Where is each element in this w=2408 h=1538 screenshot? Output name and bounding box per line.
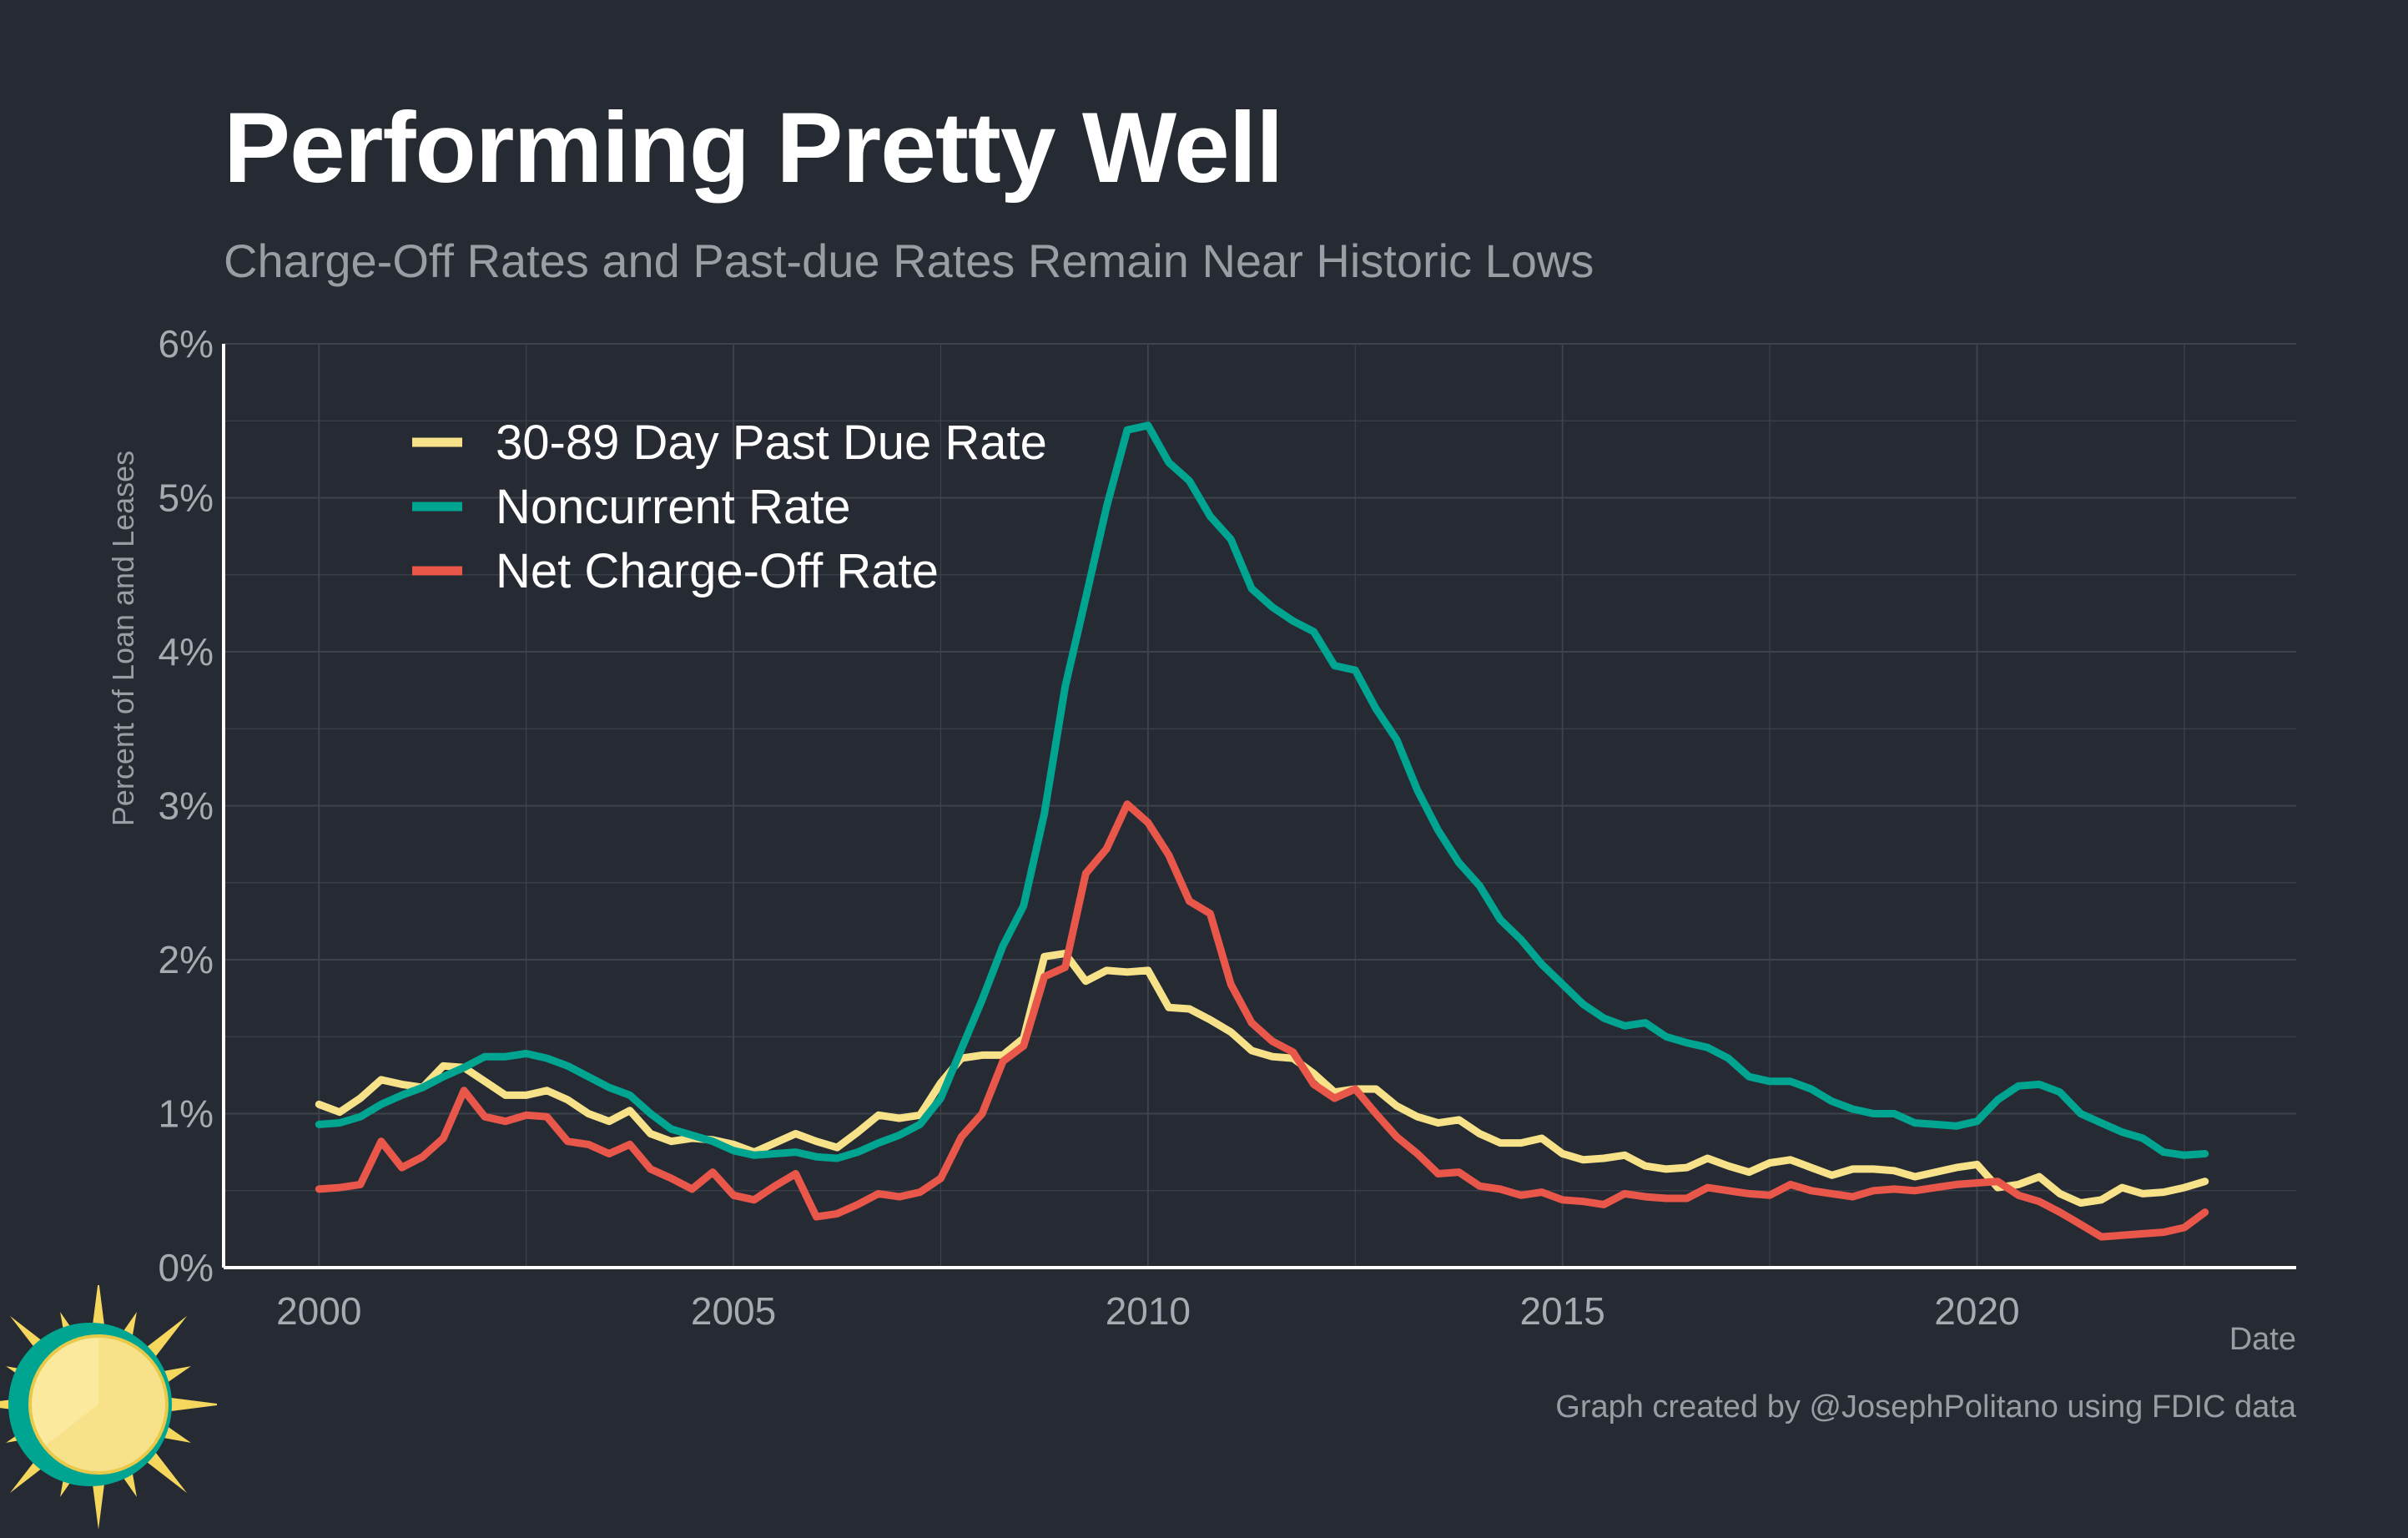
y-tick-label: 0%	[159, 1246, 214, 1289]
y-tick-label: 1%	[159, 1092, 214, 1136]
legend-label: 30-89 Day Past Due Rate	[496, 416, 1047, 470]
y-tick-label: 2%	[159, 938, 214, 981]
sun-logo-icon	[0, 1285, 217, 1530]
grid	[224, 343, 2296, 1268]
series-line-2	[315, 800, 2209, 1241]
axes: 0% 1% 2% 3% 4% 5% 6% 2000 2005 2010 2015 2020	[159, 322, 2296, 1333]
series-line-0	[315, 950, 2209, 1207]
series-lines	[315, 421, 2209, 1241]
source-credit: Graph created by @JosephPolitano using F…	[1555, 1389, 2296, 1425]
chart-subtitle: Charge-Off Rates and Past-due Rates Rema…	[224, 234, 1594, 287]
sun-ray	[163, 1396, 217, 1413]
x-tick-label: 2020	[1934, 1289, 2019, 1333]
legend: 30-89 Day Past Due Rate Noncurrent Rate Ne…	[412, 416, 1047, 598]
legend-label: Noncurrent Rate	[496, 480, 851, 534]
legend-label: Net Charge-Off Rate	[496, 544, 939, 598]
x-tick-label: 2010	[1106, 1289, 1191, 1333]
y-tick-label: 5%	[159, 477, 214, 520]
x-tick-label: 2000	[276, 1289, 361, 1333]
y-tick-label: 4%	[159, 630, 214, 673]
y-tick-label: 6%	[159, 322, 214, 366]
y-axis-label: Percent of Loan and Leases	[106, 451, 140, 826]
chart-title: Performing Pretty Well	[224, 92, 1283, 204]
x-axis-label: Date	[2229, 1322, 2296, 1357]
x-tick-label: 2015	[1519, 1289, 1604, 1333]
y-tick-label: 3%	[159, 784, 214, 828]
x-tick-label: 2005	[691, 1289, 776, 1333]
series-line-1	[315, 421, 2209, 1162]
